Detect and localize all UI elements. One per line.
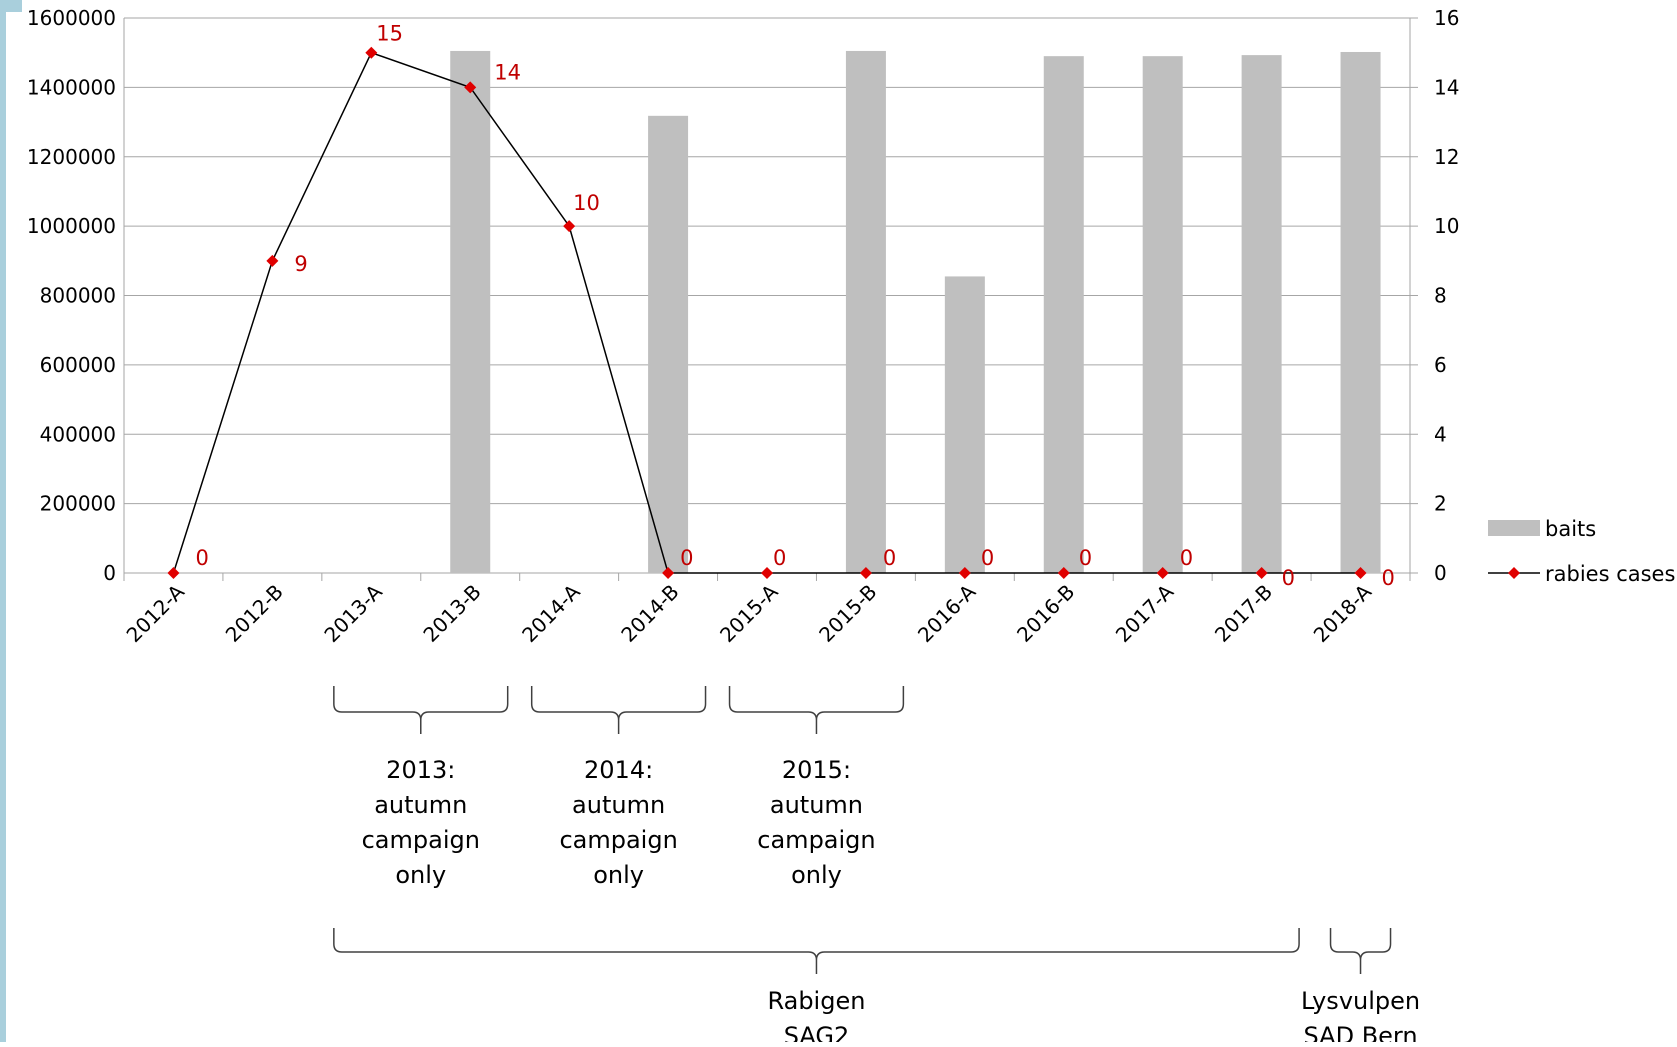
annotation-text: 2014: [584,756,653,784]
x-category-label: 2012-A [122,579,190,647]
marker-rabies-cases [266,254,279,267]
y-left-tick-label: 1600000 [27,6,116,30]
y-left-tick-label: 1200000 [27,145,116,169]
data-label: 0 [1079,546,1092,570]
bar-baits [648,115,689,573]
x-category-label: 2014-A [517,579,585,647]
y-right-tick-label: 12 [1434,145,1459,169]
marker-rabies-cases [761,567,773,579]
data-label: 15 [376,22,403,46]
y-left-tick-label: 1400000 [27,75,116,99]
y-right-tick-label: 8 [1434,284,1447,308]
annotation-brace [1329,928,1392,974]
marker-rabies-cases [365,46,378,59]
data-label: 9 [294,252,307,276]
annotation-text: only [791,861,842,889]
legend-label-baits: baits [1545,517,1596,541]
y-left-tick-label: 200000 [40,492,116,516]
marker-rabies-cases [1156,567,1169,579]
data-label: 0 [1282,566,1295,590]
bar-baits [845,50,886,573]
y-right-tick-label: 16 [1434,6,1459,30]
annotation-brace [728,686,905,734]
y-right-tick-label: 0 [1434,561,1447,585]
marker-rabies-cases [563,220,576,233]
x-category-label: 2017-A [1111,579,1179,647]
marker-rabies-cases [1354,567,1367,579]
y-left-tick-label: 600000 [40,353,116,377]
marker-rabies-cases [958,567,971,579]
marker-rabies-cases [464,81,477,94]
data-label: 0 [883,546,896,570]
annotation-text: autumn [572,791,665,819]
marker-rabies-cases [662,567,675,579]
annotation-brace [530,686,707,734]
data-label: 10 [573,191,600,215]
y-left-tick-label: 0 [103,561,116,585]
slide-edge-decoration [0,0,6,1042]
data-label: 0 [195,546,208,570]
annotation-text: 2015: [782,756,851,784]
annotation-text: autumn [770,791,863,819]
data-label: 0 [981,546,994,570]
bar-baits [1340,51,1381,573]
annotation-text: autumn [374,791,467,819]
x-category-label: 2012-B [221,580,288,647]
annotation-text: campaign [559,826,677,854]
marker-rabies-cases [1255,567,1268,579]
annotation-text: Lysvulpen [1301,987,1420,1015]
annotation-text: only [593,861,644,889]
y-right-tick-label: 14 [1434,75,1459,99]
x-category-label: 2018-A [1309,579,1377,647]
x-category-label: 2013-B [419,580,486,647]
y-left-tick-label: 1000000 [27,214,116,238]
bar-baits [1043,56,1084,573]
legend-swatch-marker [1508,567,1520,579]
annotation-text: 2013: [386,756,455,784]
x-category-label: 2015-B [814,580,881,647]
x-category-label: 2014-B [616,580,683,647]
bar-baits [944,276,985,573]
bar-baits [1241,55,1282,574]
data-label: 0 [773,546,786,570]
annotation-text: SAD Bern [1303,1022,1417,1042]
x-category-label: 2015-A [715,579,783,647]
data-label: 0 [1180,546,1193,570]
y-left-tick-label: 800000 [40,284,116,308]
data-label: 14 [494,60,521,84]
y-right-tick-label: 4 [1434,422,1447,446]
bar-baits [1142,56,1183,573]
slide-corner-decoration [0,0,22,12]
bar-baits [450,50,491,573]
y-left-tick-label: 400000 [40,422,116,446]
x-category-label: 2013-A [319,579,387,647]
y-right-tick-label: 6 [1434,353,1447,377]
annotation-text: Rabigen [767,987,865,1015]
legend-label-rabies-cases: rabies cases [1545,562,1675,586]
data-label: 0 [1382,566,1395,590]
marker-rabies-cases [167,567,180,579]
annotation-text: campaign [757,826,875,854]
x-category-label: 2017-B [1210,580,1277,647]
annotation-text: campaign [362,826,480,854]
x-category-label: 2016-B [1012,580,1079,647]
data-label: 0 [680,546,693,570]
annotation-text: only [395,861,446,889]
x-category-label: 2016-A [913,579,981,647]
annotation-brace [333,686,509,734]
marker-rabies-cases [859,567,872,579]
y-right-tick-label: 2 [1434,492,1447,516]
legend-swatch-baits [1488,520,1540,536]
annotation-text: SAG2 [784,1022,850,1042]
annotation-brace [333,928,1300,974]
y-right-tick-label: 10 [1434,214,1459,238]
marker-rabies-cases [1057,567,1070,579]
